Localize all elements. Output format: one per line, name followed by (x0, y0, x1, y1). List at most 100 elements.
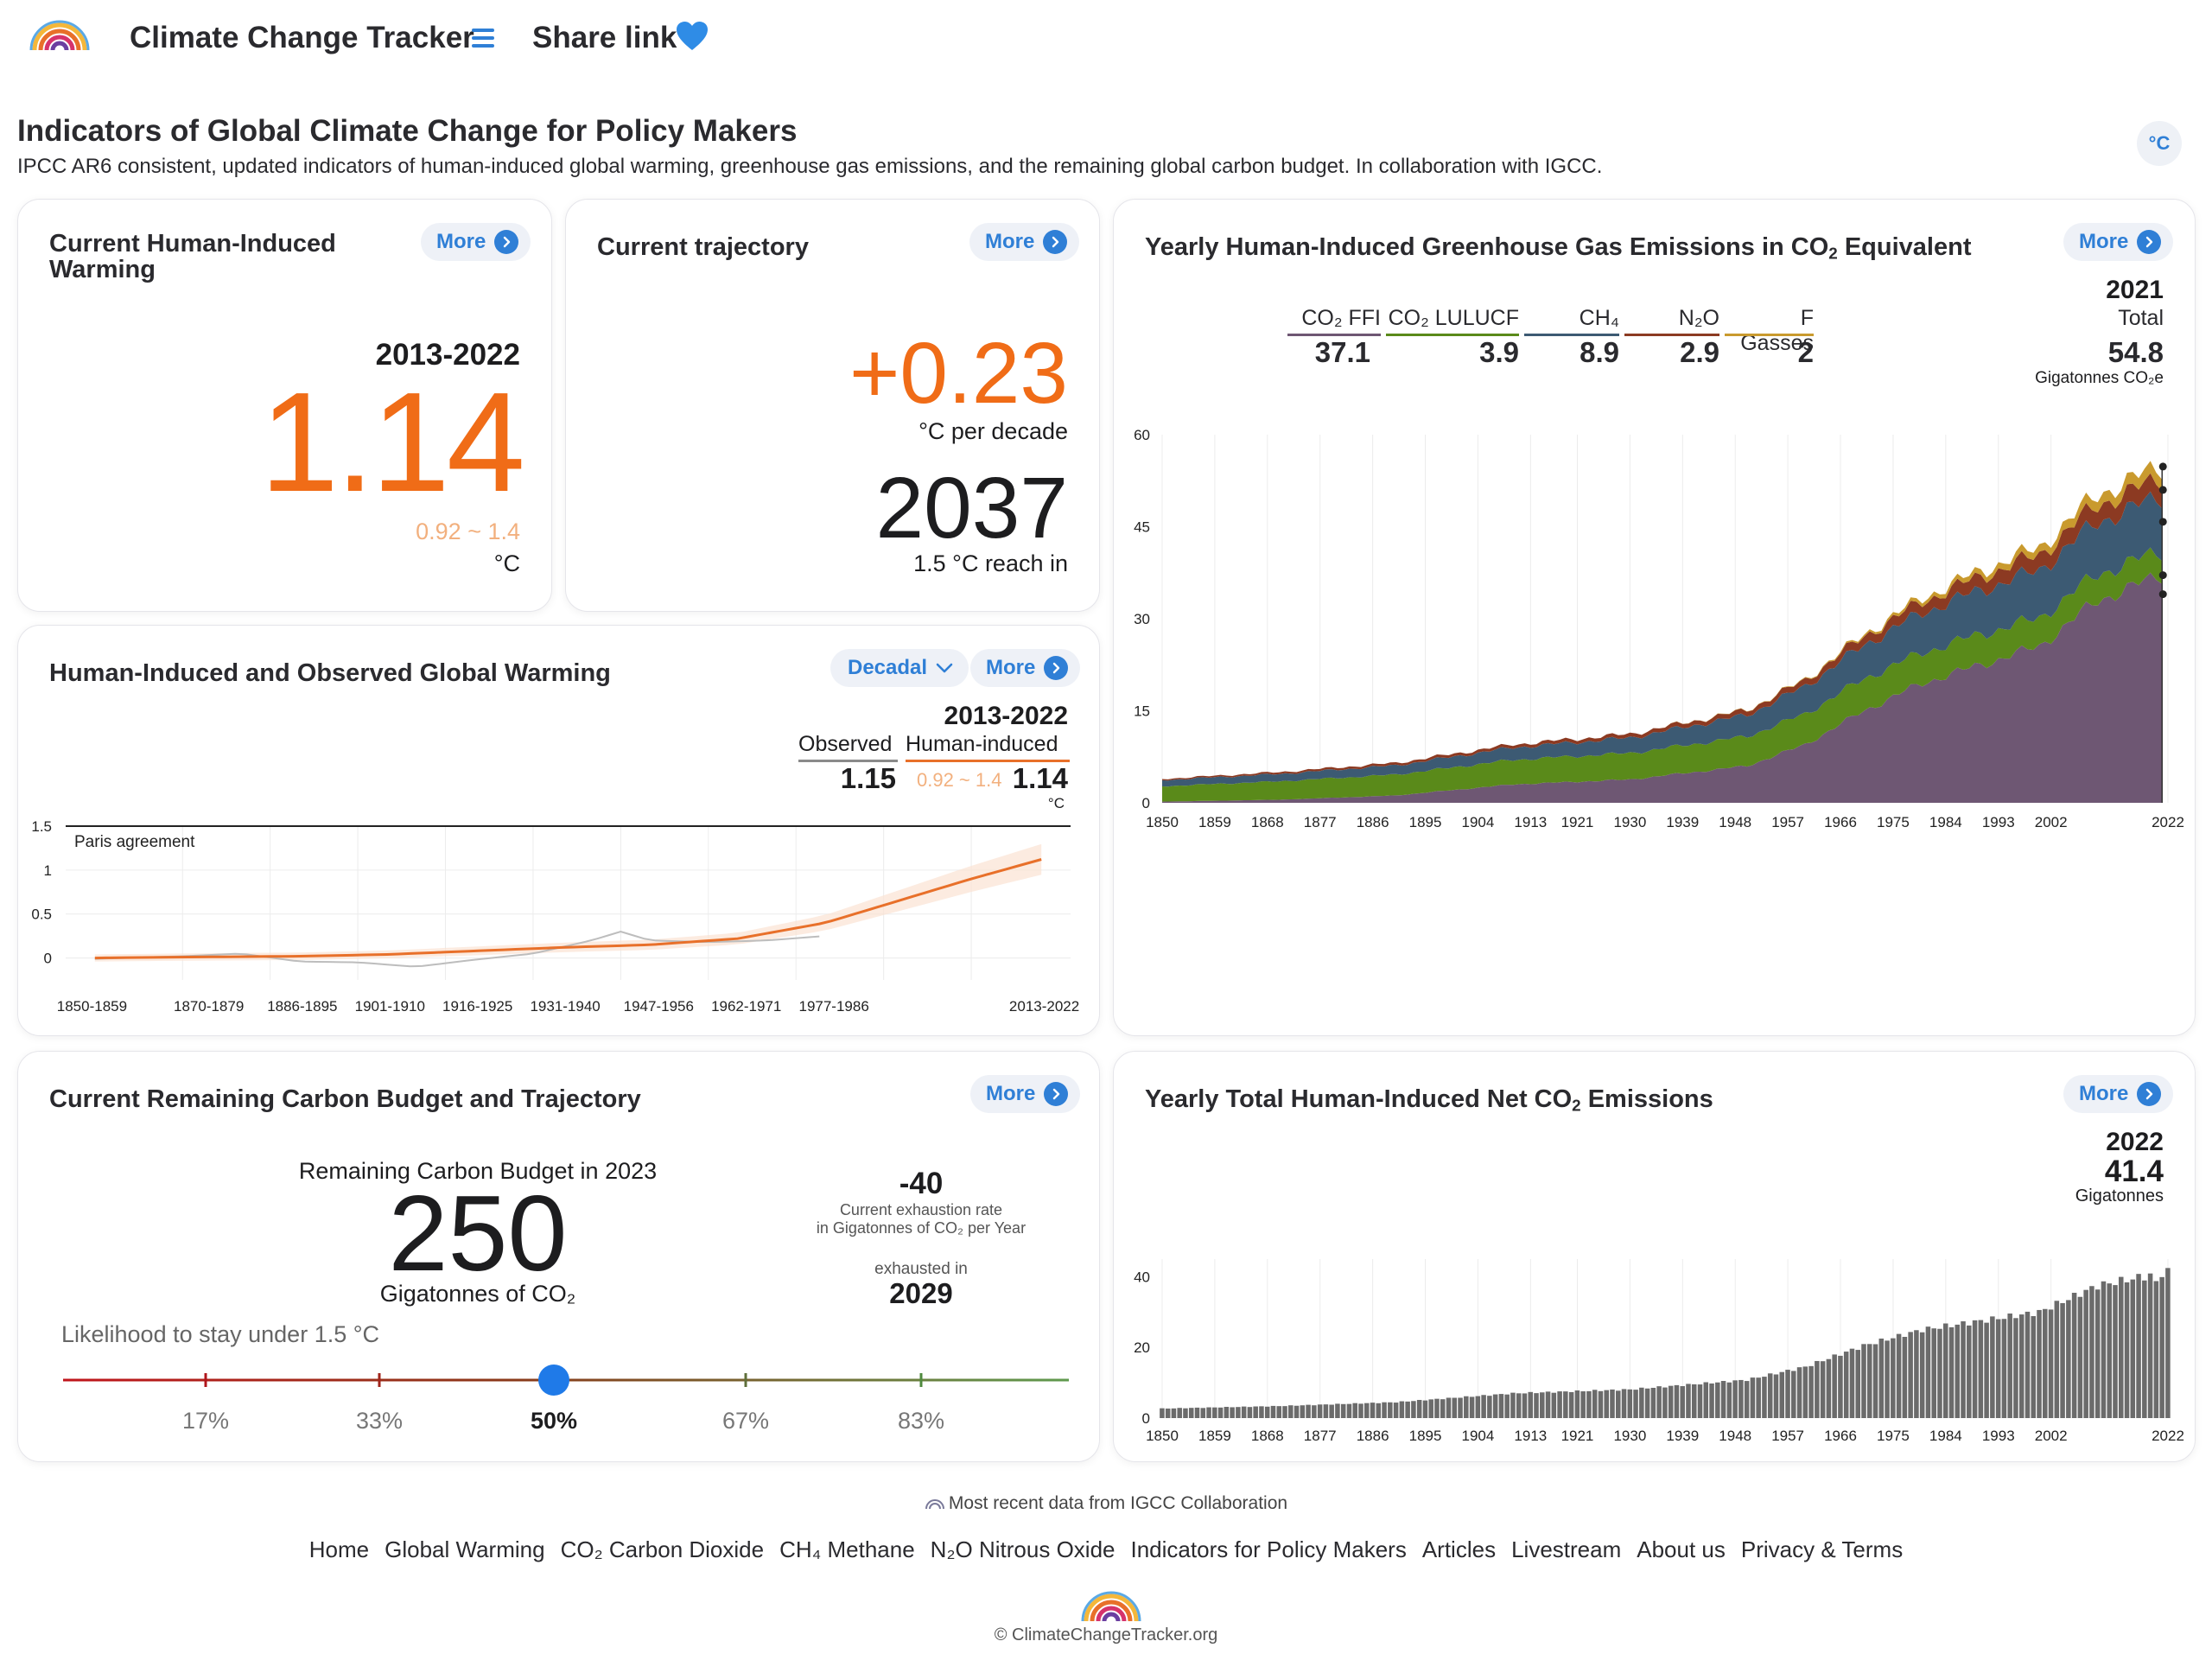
bar (1650, 1387, 1656, 1418)
budget-unit: Gigatonnes of CO₂ (379, 1281, 576, 1307)
bar (1335, 1403, 1340, 1418)
exhausted-year: 2029 (889, 1277, 953, 1309)
bar (2066, 1300, 2071, 1418)
observed-value: 1.15 (840, 762, 896, 794)
more-button[interactable]: More (421, 223, 531, 261)
bar (1253, 1406, 1258, 1418)
bar (1791, 1371, 1796, 1418)
unit-toggle-button[interactable]: °C (2137, 121, 2182, 166)
bar (1744, 1381, 1750, 1418)
x-tick-label: 1850-1859 (57, 998, 127, 1015)
bar (1686, 1384, 1691, 1418)
carbon-budget-card: Current Remaining Carbon Budget and Traj… (17, 1051, 1100, 1462)
bar (1750, 1377, 1756, 1418)
likelihood-label: Likelihood to stay under 1.5 °C (61, 1321, 380, 1347)
x-tick-label: 1868 (1251, 1428, 1284, 1444)
bar (2089, 1286, 2094, 1418)
x-tick-label: 1921 (1561, 1428, 1594, 1444)
slider-option-label: 83% (898, 1408, 944, 1434)
title-sub: 2 (1828, 244, 1838, 263)
x-tick-label: 1916-1925 (442, 998, 512, 1015)
more-button[interactable]: More (2063, 1075, 2174, 1113)
slider-option-label: 17% (182, 1408, 229, 1434)
y-tick-label: 0 (1142, 1410, 1150, 1427)
bar (1376, 1403, 1382, 1418)
human-underline (906, 760, 1070, 762)
bar (1475, 1396, 1481, 1418)
human-range: 0.92 ~ 1.4 (917, 769, 1002, 791)
bar (1896, 1333, 1902, 1418)
bar (1469, 1396, 1475, 1418)
footer-link-privacy[interactable]: Privacy & Terms (1740, 1536, 1904, 1562)
bar (1914, 1330, 1919, 1418)
x-tick-label: 1939 (1666, 814, 1699, 830)
bar (1815, 1360, 1820, 1418)
x-tick-label: 1921 (1561, 814, 1594, 830)
rainbow-logo-icon[interactable] (29, 16, 90, 54)
bar (1574, 1390, 1580, 1418)
bar (1481, 1395, 1486, 1418)
bar (1732, 1380, 1738, 1418)
legend-label-n2o: N₂O (1678, 306, 1719, 330)
heart-icon[interactable] (676, 21, 709, 52)
bar (1610, 1389, 1615, 1418)
footer-link-ch4[interactable]: CH₄ Methane (779, 1536, 915, 1562)
rainbow-logo-icon[interactable] (1081, 1585, 1141, 1623)
footer-link-home[interactable]: Home (308, 1536, 370, 1562)
exhausted-label: exhausted in (874, 1260, 968, 1278)
bar (2083, 1289, 2088, 1418)
human-label: Human-induced (906, 732, 1058, 756)
likelihood-slider[interactable]: 17% 33% 50% 67% 83% (18, 1345, 1101, 1441)
footer-note: Most recent data from IGCC Collaboration (0, 1493, 2212, 1514)
more-button[interactable]: More (969, 223, 1080, 261)
unit-label: Gigatonnes CO₂e (2035, 369, 2164, 387)
bar (1592, 1390, 1598, 1418)
more-button[interactable]: More (970, 1075, 1081, 1113)
bar (2071, 1292, 2077, 1418)
chevron-right-icon (1043, 230, 1068, 254)
bar (1604, 1390, 1609, 1418)
footer-link-n2o[interactable]: N₂O Nitrous Oxide (930, 1536, 1116, 1562)
footer-link-livestream[interactable]: Livestream (1511, 1536, 1622, 1562)
legend-value-n2o: 2.9 (1680, 336, 1719, 368)
card-title: Yearly Human-Induced Greenhouse Gas Emis… (1145, 234, 1971, 267)
app-title[interactable]: Climate Change Tracker (130, 21, 474, 54)
bar (1832, 1354, 1837, 1418)
bar (1382, 1402, 1387, 1418)
more-button[interactable]: More (2063, 223, 2174, 261)
more-label: More (985, 230, 1035, 253)
y-tick-label: 0 (44, 951, 52, 967)
x-tick-label: 1975 (1877, 1428, 1910, 1444)
footer-link-articles[interactable]: Articles (1421, 1536, 1497, 1562)
area-series-co-ffi (1162, 572, 2163, 803)
footer-link-co2[interactable]: CO₂ Carbon Dioxide (560, 1536, 765, 1562)
bar (2136, 1274, 2141, 1418)
bar (1352, 1403, 1357, 1418)
year-label: 2022 (2106, 1128, 2164, 1156)
decadal-dropdown[interactable]: Decadal (830, 649, 969, 687)
bar (1955, 1324, 1961, 1418)
bar (1458, 1397, 1463, 1418)
share-link[interactable]: Share link (532, 21, 677, 54)
footer-link-global-warming[interactable]: Global Warming (385, 1536, 545, 1562)
bar (1872, 1344, 1878, 1418)
chevron-down-icon (936, 663, 953, 673)
x-tick-label: 2002 (2035, 814, 2068, 830)
legend-value-ch4: 8.9 (1580, 336, 1619, 368)
bar (1370, 1403, 1376, 1418)
bar (2001, 1319, 2007, 1418)
footer-link-about[interactable]: About us (1637, 1536, 1726, 1562)
bar (1551, 1392, 1557, 1418)
bar (1428, 1399, 1433, 1418)
bar (1843, 1352, 1849, 1418)
hamburger-menu-icon[interactable] (470, 26, 496, 50)
y-tick-label: 0.5 (31, 907, 52, 923)
y-tick-label: 30 (1134, 611, 1150, 627)
bar (2054, 1301, 2060, 1418)
hover-marker-dot (2158, 462, 2167, 471)
more-button[interactable]: More (970, 649, 1081, 687)
bar (1838, 1355, 1843, 1418)
slider-knob[interactable] (538, 1365, 569, 1396)
footer-link-indicators[interactable]: Indicators for Policy Makers (1130, 1536, 1407, 1562)
hover-marker-dot (2158, 590, 2167, 599)
